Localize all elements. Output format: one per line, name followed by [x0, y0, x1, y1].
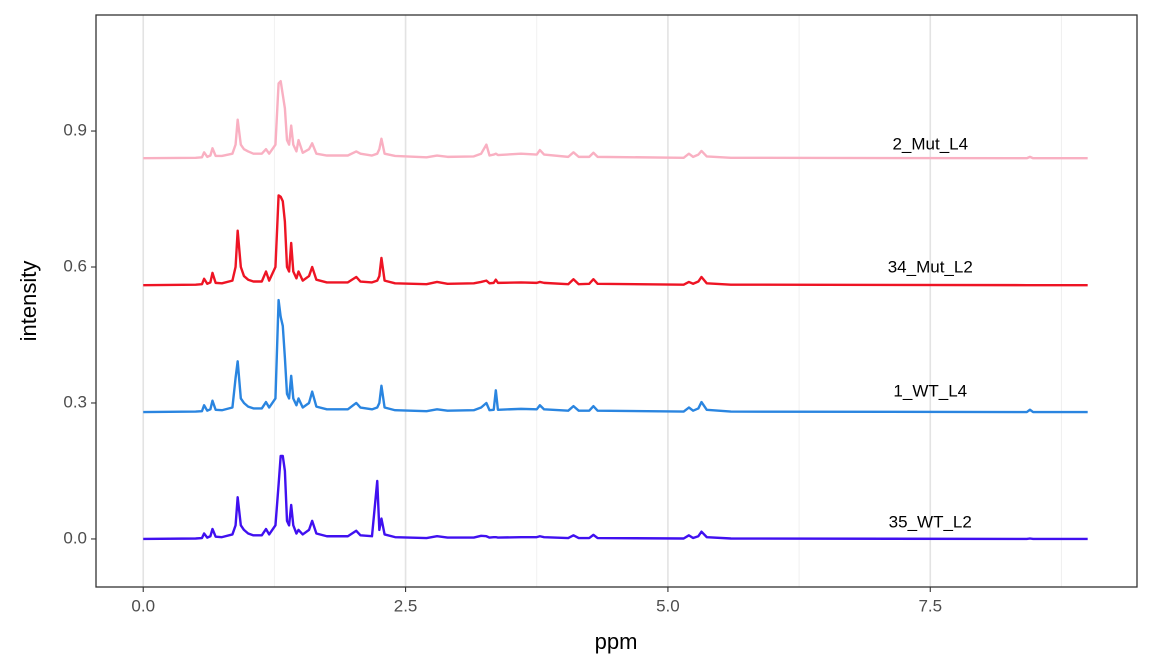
y-tick-label: 0.3 — [63, 392, 87, 411]
series-label: 2_Mut_L4 — [892, 135, 968, 154]
y-tick-label: 0.0 — [63, 528, 87, 547]
series-label: 35_WT_L2 — [889, 513, 972, 532]
spectrum-line — [143, 454, 1088, 541]
x-tick-label: 5.0 — [656, 596, 680, 615]
x-tick-label: 7.5 — [918, 596, 942, 615]
spectrum-line — [143, 79, 1088, 160]
y-tick-label: 0.9 — [63, 121, 87, 140]
spectrum-line — [143, 298, 1088, 414]
panel-border — [95, 14, 1138, 588]
series-label: 34_Mut_L2 — [888, 257, 973, 276]
spectrum-line — [143, 194, 1088, 287]
x-axis-title: ppm — [595, 629, 638, 654]
y-axis-title: intensity — [16, 261, 41, 342]
x-tick-label: 2.5 — [394, 596, 418, 615]
y-tick-label: 0.6 — [63, 256, 87, 275]
x-tick-label: 0.0 — [131, 596, 155, 615]
series-label: 1_WT_L4 — [893, 382, 967, 401]
panel-background — [96, 15, 1137, 587]
